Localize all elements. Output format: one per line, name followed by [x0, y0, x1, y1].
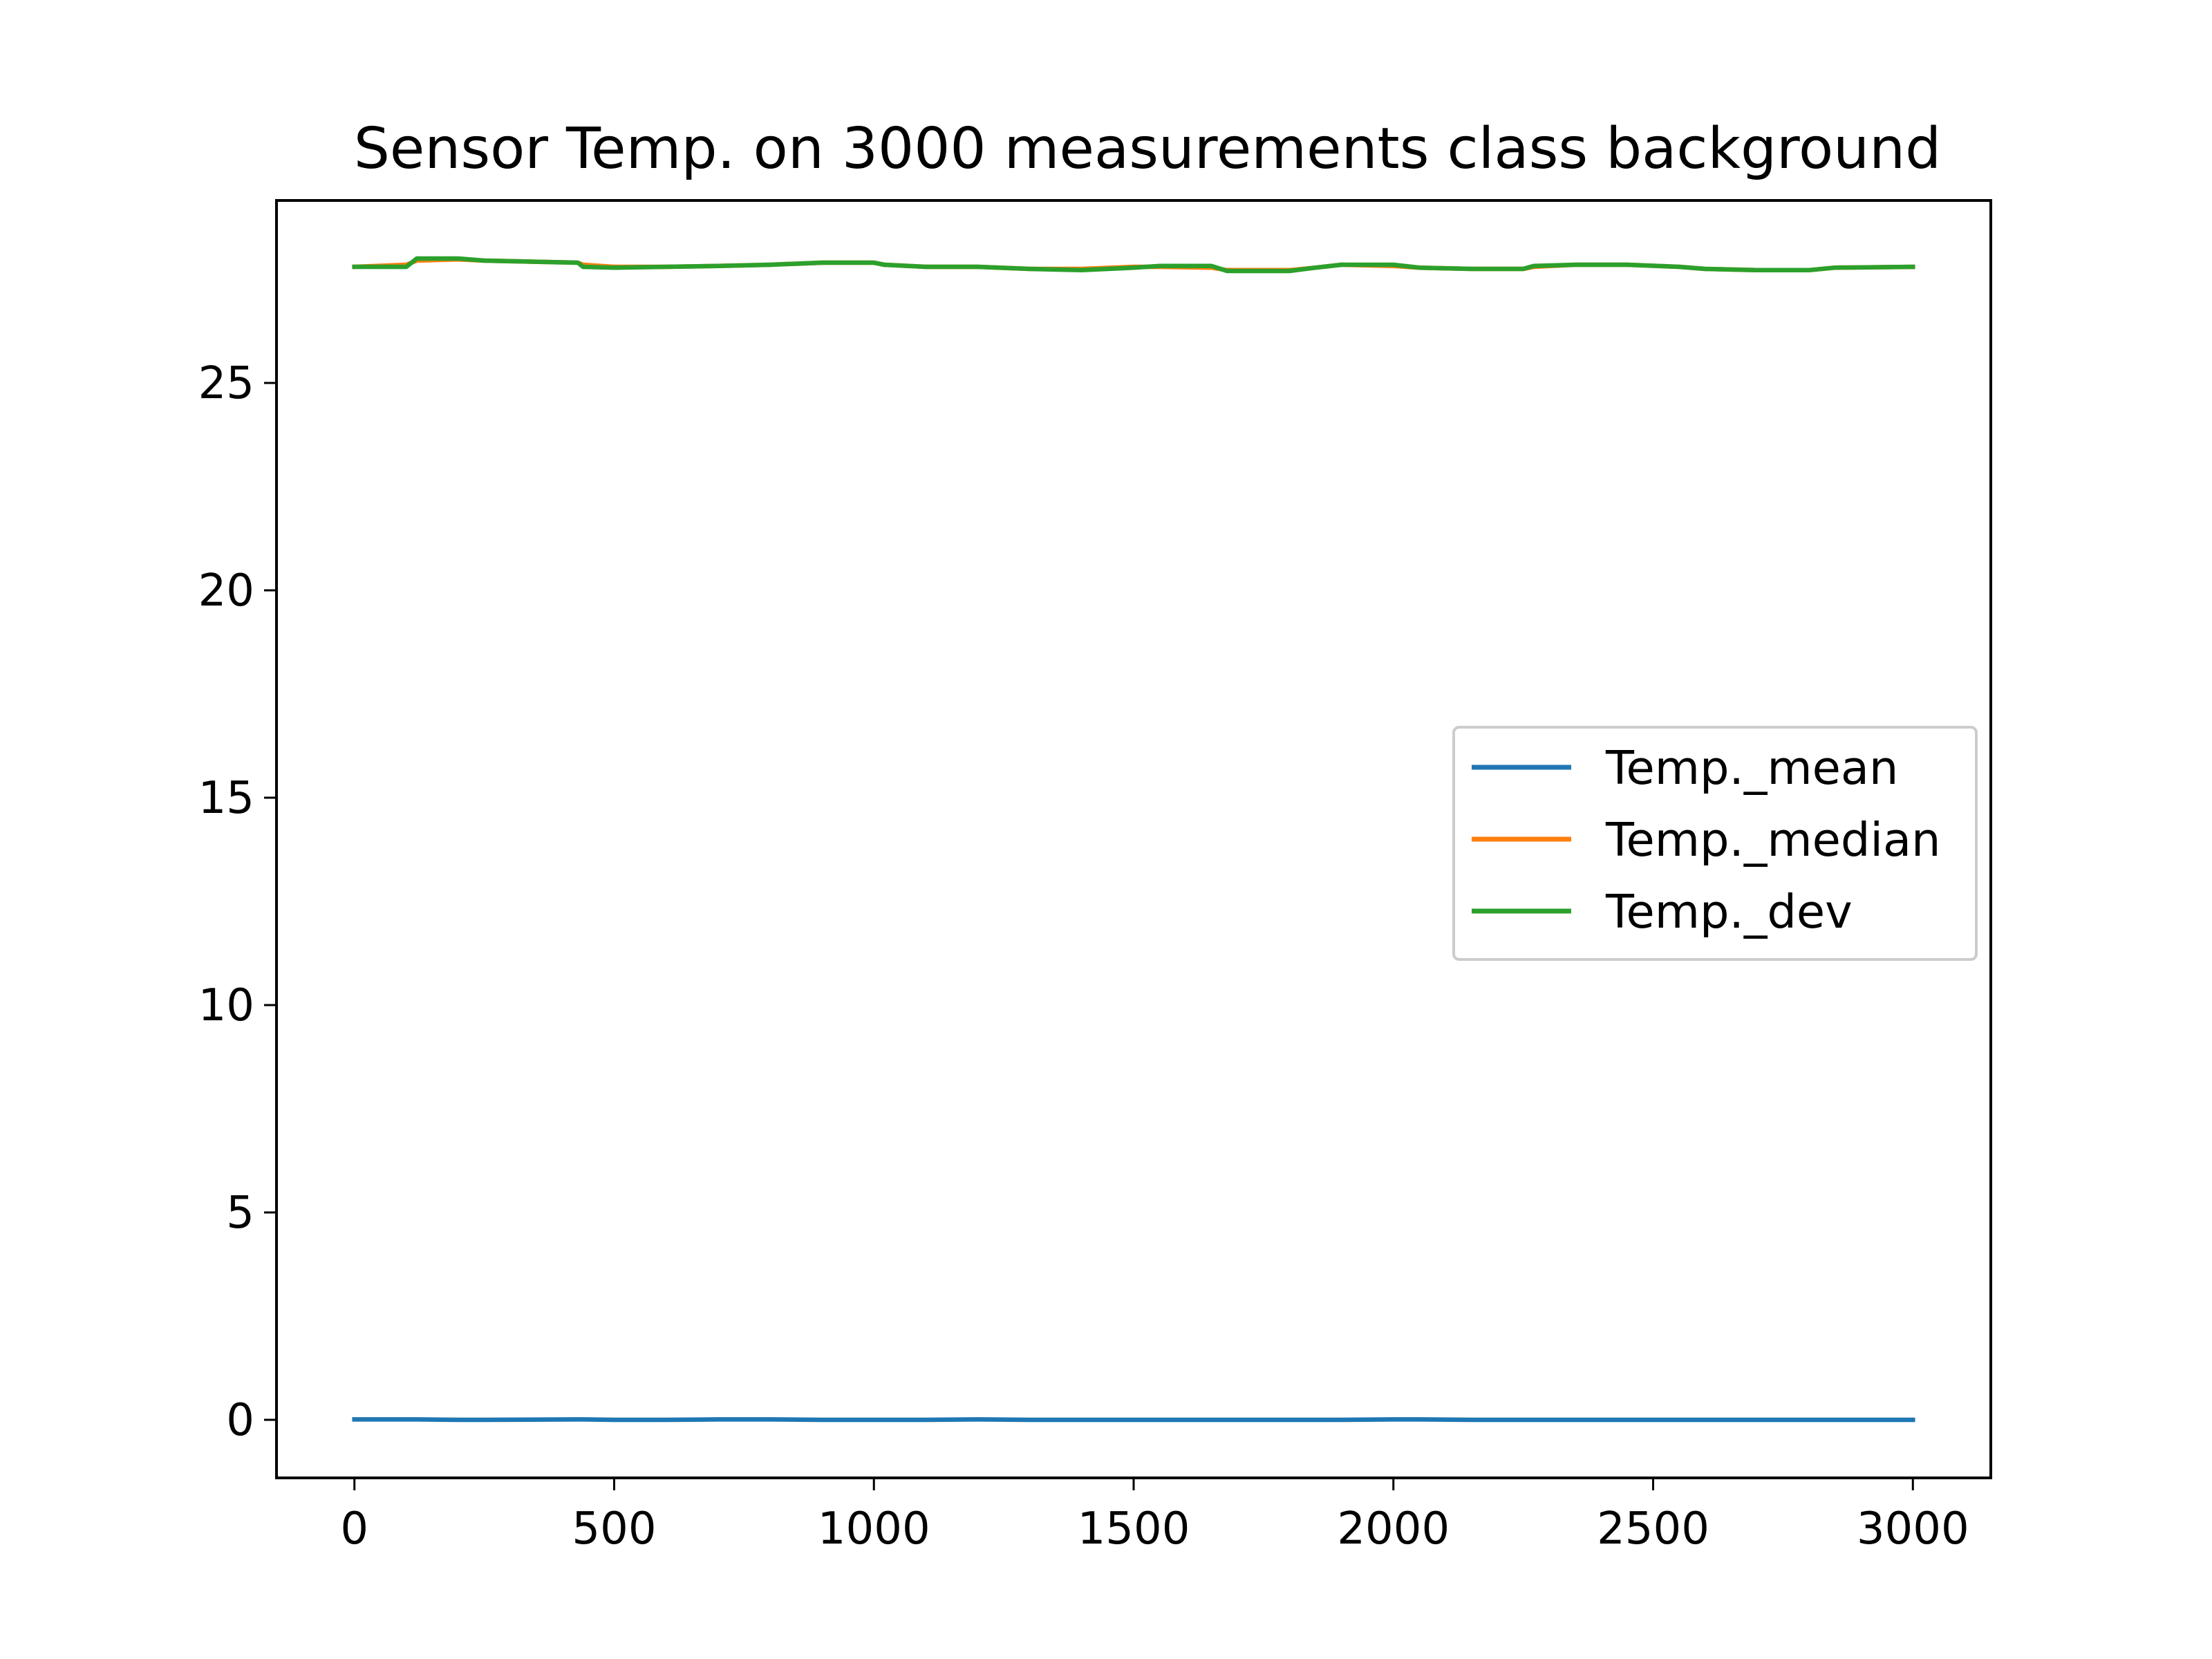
series-layer [352, 256, 1915, 1423]
legend-box [1452, 726, 1978, 961]
x-tick-label: 500 [572, 1503, 656, 1555]
y-tick-label: 20 [198, 565, 254, 617]
x-tick-label: 2500 [1597, 1503, 1709, 1555]
legend-label-Temp._mean: Temp._mean [1605, 741, 1898, 795]
x-tick-label: 2000 [1337, 1503, 1450, 1555]
y-axis: 0 5 10 15 20 25 [198, 358, 276, 1446]
x-tick-label: 3000 [1857, 1503, 1969, 1555]
x-axis: 0 500 1000 1500 2000 2500 3000 [340, 1478, 1969, 1555]
y-tick-label: 25 [198, 358, 254, 409]
axes-frame [275, 199, 1992, 1479]
series-line-Temp._mean [352, 1417, 1915, 1423]
x-tick-label: 1000 [818, 1503, 930, 1555]
y-tick-label: 5 [226, 1188, 254, 1239]
chart-title: Sensor Temp. on 3000 measurements class … [354, 116, 1941, 182]
x-tick-label: 0 [340, 1503, 368, 1555]
y-tick-label: 10 [198, 980, 254, 1031]
y-tick-label: 0 [226, 1395, 254, 1446]
legend-label-Temp._dev: Temp._dev [1605, 885, 1853, 939]
x-tick-label: 1500 [1078, 1503, 1190, 1555]
legend: Temp._mean Temp._median Temp._dev [1452, 726, 1978, 961]
series-line-Temp._dev [352, 256, 1915, 274]
legend-label-Temp._median: Temp._median [1605, 813, 1941, 867]
y-tick-label: 15 [198, 773, 254, 824]
